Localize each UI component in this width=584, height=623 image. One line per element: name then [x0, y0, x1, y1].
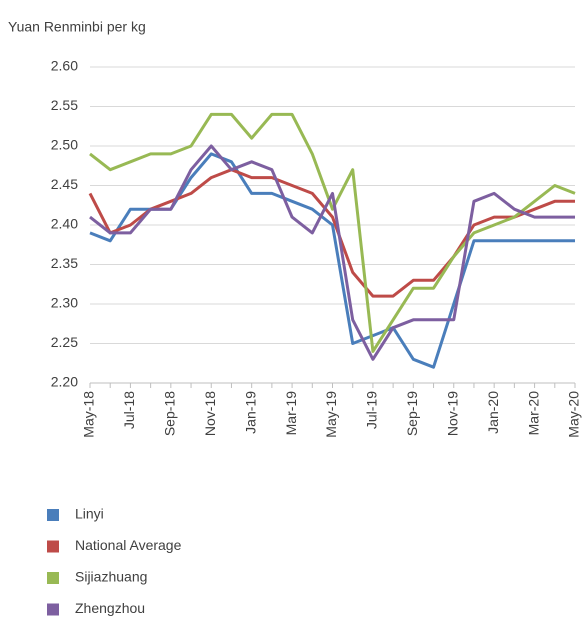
x-tick-label: Jan-19	[242, 391, 258, 434]
x-tick-label: Sep-18	[162, 391, 178, 436]
x-tick-label: Mar-19	[283, 391, 299, 436]
y-tick-label: 2.50	[51, 137, 78, 153]
x-tick-label: Nov-19	[444, 391, 460, 436]
series-line	[89, 144, 575, 361]
legend-swatch	[47, 572, 59, 584]
y-axis-label: Yuan Renminbi per kg	[8, 19, 146, 35]
y-tick-label: 2.60	[51, 58, 78, 74]
y-tick-label: 2.35	[51, 255, 78, 271]
legend-label: Zhengzhou	[75, 600, 145, 616]
y-tick-label: 2.55	[51, 97, 78, 113]
legend-swatch	[47, 509, 59, 521]
x-tick-label: Sep-19	[404, 391, 420, 436]
x-tick-label: Nov-18	[202, 391, 218, 436]
x-tick-label: Jul-18	[121, 391, 137, 429]
y-tick-label: 2.30	[51, 295, 78, 311]
x-tick-label: May-20	[566, 391, 582, 438]
legend-label: National Average	[75, 537, 182, 553]
series-line	[88, 168, 575, 298]
x-tick-label: Mar-20	[525, 391, 541, 436]
legend-swatch	[47, 540, 59, 553]
legend-label: Linyi	[75, 506, 104, 522]
x-tick-label: May-18	[81, 391, 97, 438]
x-tick-label: Jan-20	[485, 391, 501, 434]
y-tick-label: 2.20	[51, 374, 78, 390]
legend-swatch	[47, 603, 59, 616]
y-tick-label: 2.40	[51, 216, 78, 232]
y-tick-label: 2.45	[51, 176, 78, 192]
y-tick-label: 2.25	[51, 334, 78, 350]
x-tick-label: May-19	[323, 391, 339, 438]
x-tick-label: Jul-19	[364, 391, 380, 429]
series-line	[89, 112, 576, 353]
legend-label: Sijiazhuang	[75, 569, 147, 585]
